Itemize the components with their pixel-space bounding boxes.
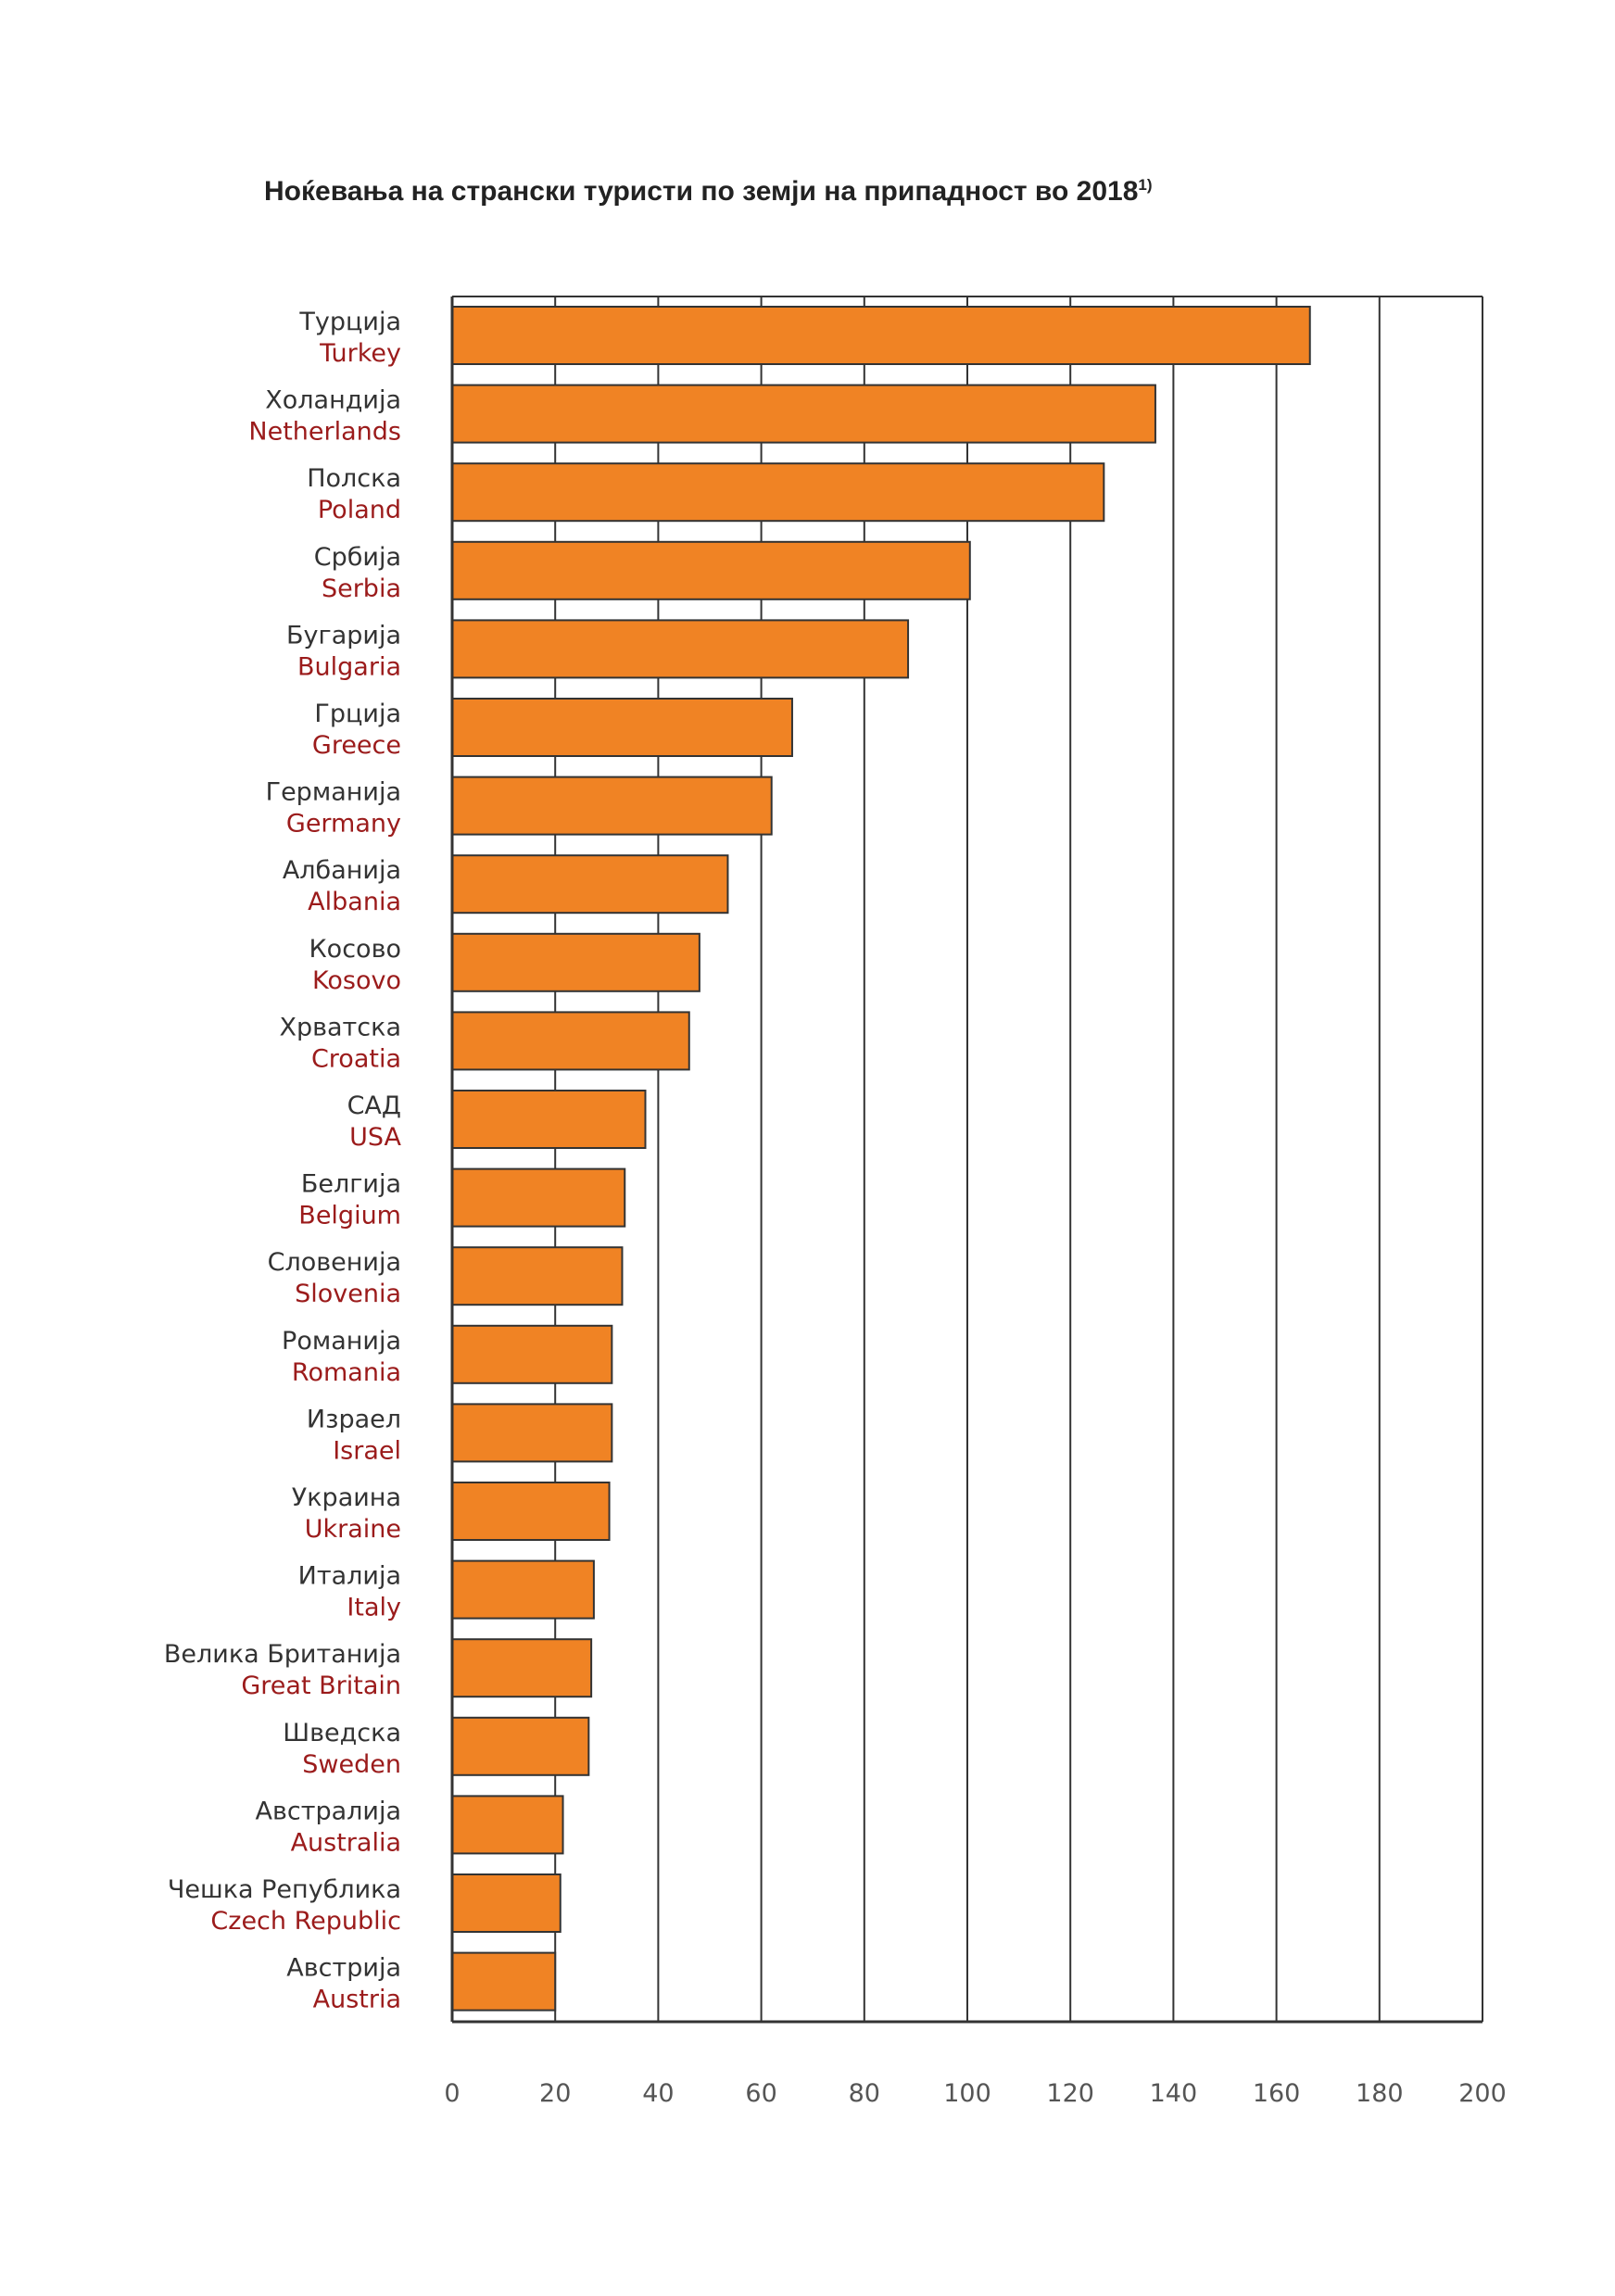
x-tick-label-120: 120: [1046, 2079, 1094, 2108]
category-label-en-austria: Austria: [313, 1986, 401, 2014]
category-label-en-italy: Italy: [347, 1594, 401, 1622]
bars: [451, 306, 1311, 2012]
category-label-mk-serbia: Србија: [314, 543, 401, 572]
bar-austria: [451, 1951, 557, 2012]
category-label-mk-italy: Италија: [298, 1562, 401, 1591]
chart-title: Ноќевања на странски туристи по земји на…: [264, 176, 1153, 208]
category-label-mk-kosovo: Косово: [309, 935, 401, 964]
category-label-mk-israel: Израел: [307, 1405, 401, 1433]
category-label-en-israel: Israel: [333, 1436, 401, 1465]
category-label-en-bulgaria: Bulgaria: [297, 652, 401, 681]
category-label-en-poland: Poland: [318, 496, 401, 524]
category-label-en-germany: Germany: [286, 810, 401, 839]
category-label-mk-netherlands: Холандија: [265, 386, 401, 415]
bar-czech-republic: [451, 1873, 561, 1933]
category-label-en-great-britain: Great Britain: [241, 1672, 401, 1700]
category-labels: Турција Turkey Холандија Netherlands Полска P…: [164, 308, 402, 2014]
category-label-en-australia: Australia: [291, 1828, 401, 1857]
category-label-mk-slovenia: Словенија: [268, 1248, 401, 1277]
bar-italy: [451, 1559, 595, 1620]
bar-bulgaria: [451, 619, 910, 679]
x-tick-label-140: 140: [1150, 2079, 1198, 2108]
bar-poland: [451, 462, 1105, 523]
category-label-mk-czech-republic: Чешка Република: [168, 1875, 401, 1904]
bar-romania: [451, 1324, 613, 1384]
category-label-mk-germany: Германија: [266, 778, 401, 807]
bar-slovenia: [451, 1246, 624, 1306]
bar-israel: [451, 1403, 613, 1463]
bar-serbia: [451, 540, 971, 600]
bar-kosovo: [451, 932, 700, 992]
bar-germany: [451, 776, 773, 836]
category-label-en-netherlands: Netherlands: [248, 418, 401, 447]
bar-netherlands: [451, 384, 1156, 444]
x-tick-label-200: 200: [1458, 2079, 1507, 2108]
x-tick-labels: 0 20 40 60 80 100 120 140 160 180 200: [444, 2079, 1506, 2108]
x-tick-label-160: 160: [1253, 2079, 1301, 2108]
category-label-en-slovenia: Slovenia: [295, 1280, 401, 1308]
axes: [450, 296, 1483, 2024]
category-label-en-belgium: Belgium: [298, 1202, 401, 1230]
bar-croatia: [451, 1011, 690, 1071]
x-tick-label-40: 40: [642, 2079, 674, 2108]
x-tick-label-180: 180: [1356, 2079, 1404, 2108]
category-label-en-croatia: Croatia: [311, 1044, 401, 1073]
x-tick-label-20: 20: [539, 2079, 571, 2108]
bar-australia: [451, 1795, 564, 1855]
category-label-mk-sweden: Шведска: [283, 1719, 401, 1747]
category-label-mk-ukraine: Украина: [292, 1483, 401, 1512]
category-label-mk-poland: Полска: [307, 464, 401, 493]
category-label-en-sweden: Sweden: [302, 1750, 401, 1779]
category-label-en-greece: Greece: [312, 731, 401, 760]
category-label-en-kosovo: Kosovo: [312, 966, 401, 995]
category-label-mk-croatia: Хрватска: [279, 1013, 401, 1041]
bar-belgium: [451, 1167, 626, 1228]
bar-turkey: [451, 306, 1311, 365]
chart-title-footnote: 1): [1138, 176, 1153, 194]
category-label-en-turkey: Turkey: [319, 339, 401, 368]
chart-title-text: Ноќевања на странски туристи по земји на…: [264, 176, 1139, 207]
category-label-mk-greece: Грција: [314, 700, 401, 728]
category-label-mk-austria: Австрија: [286, 1954, 401, 1983]
category-label-mk-bulgaria: Бугарија: [286, 621, 401, 650]
category-label-mk-belgium: Белгија: [301, 1170, 401, 1199]
x-tick-label-80: 80: [849, 2079, 880, 2108]
category-label-mk-romania: Романија: [282, 1327, 401, 1356]
x-tick-label-0: 0: [444, 2079, 460, 2108]
category-label-en-serbia: Serbia: [322, 574, 401, 603]
category-label-en-ukraine: Ukraine: [305, 1515, 401, 1544]
category-label-mk-usa: САД: [347, 1091, 401, 1120]
x-tick-label-60: 60: [745, 2079, 776, 2108]
bar-great-britain: [451, 1638, 593, 1698]
category-label-en-usa: USA: [349, 1123, 401, 1152]
category-label-en-czech-republic: Czech Republic: [210, 1907, 401, 1936]
category-label-mk-great-britain: Велика Британија: [164, 1640, 401, 1669]
bar-usa: [451, 1090, 647, 1149]
bar-albania: [451, 854, 729, 915]
x-tick-label-100: 100: [943, 2079, 991, 2108]
category-label-en-romania: Romania: [292, 1358, 401, 1387]
category-label-mk-albania: Албанија: [283, 856, 401, 885]
category-label-mk-australia: Австралија: [256, 1797, 402, 1825]
bar-sweden: [451, 1716, 590, 1776]
category-label-en-albania: Albania: [308, 888, 401, 916]
bar-greece: [451, 698, 793, 757]
category-label-mk-turkey: Турција: [298, 308, 401, 336]
bar-ukraine: [451, 1482, 611, 1541]
